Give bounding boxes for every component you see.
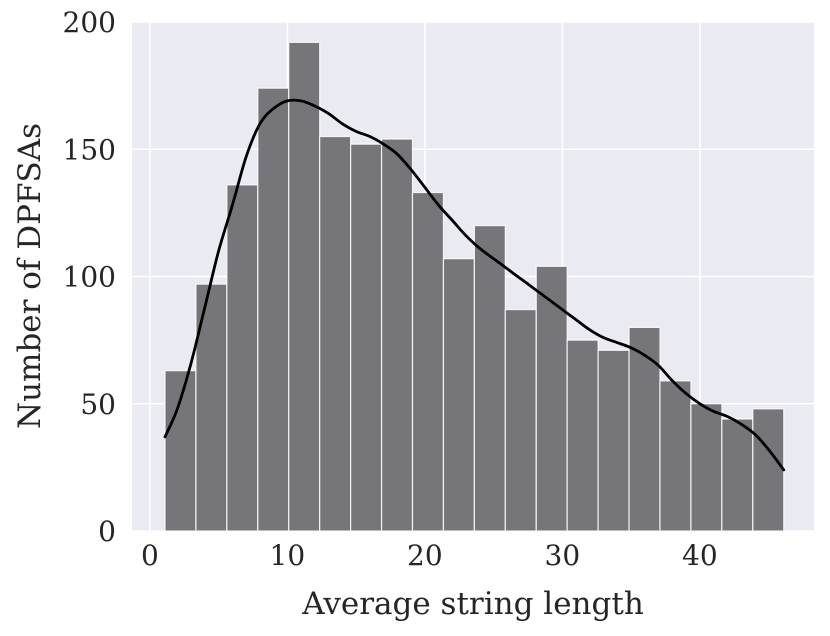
- y-tick-label: 50: [80, 388, 116, 421]
- histogram-bar: [350, 143, 383, 532]
- x-tick-label: 0: [141, 539, 159, 572]
- histogram-bars: [164, 41, 785, 532]
- histogram-bar: [690, 403, 723, 532]
- y-tick-label: 150: [63, 133, 116, 166]
- histogram-bar: [752, 408, 785, 532]
- histogram-bar: [535, 265, 568, 532]
- histogram-bar: [597, 349, 630, 532]
- y-axis-label: Number of DPFSAs: [12, 123, 48, 429]
- histogram-bar: [380, 138, 414, 532]
- histogram-bar: [504, 308, 537, 532]
- histogram-bar: [288, 41, 321, 532]
- histogram-bar: [226, 184, 259, 532]
- histogram-bar: [659, 380, 692, 532]
- y-tick-label: 200: [63, 6, 116, 39]
- y-tick-labels: 0 50 100 150 200: [63, 6, 116, 548]
- histogram-bar: [164, 370, 197, 532]
- histogram-bar: [257, 87, 290, 532]
- histogram-bar: [442, 258, 475, 532]
- y-tick-label: 0: [98, 515, 116, 548]
- histogram-bar: [411, 191, 445, 532]
- histogram-bar: [628, 326, 661, 532]
- x-tick-labels: 0 10 20 30 40: [141, 539, 718, 572]
- x-tick-label: 30: [545, 539, 581, 572]
- x-tick-label: 10: [270, 539, 306, 572]
- histogram-bar: [319, 135, 352, 532]
- histogram-bar: [721, 418, 754, 532]
- x-tick-label: 40: [682, 539, 718, 572]
- kde-curve: [163, 98, 786, 472]
- histogram-bar: [473, 225, 506, 532]
- y-tick-label: 100: [63, 261, 116, 294]
- x-axis-label: Average string length: [301, 586, 644, 622]
- x-tick-label: 20: [407, 539, 443, 572]
- histogram-bar: [566, 339, 599, 532]
